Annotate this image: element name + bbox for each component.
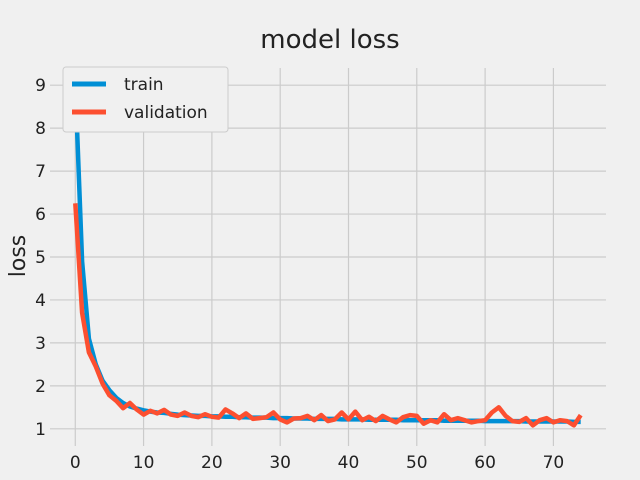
legend: train validation xyxy=(62,66,229,133)
x-tick-labels: 0 10 20 30 40 50 60 70 xyxy=(70,453,564,473)
y-axis-label: loss xyxy=(6,235,31,278)
x-tick-label: 20 xyxy=(201,453,223,473)
chart-title: model loss xyxy=(260,25,399,55)
x-axis-label: epoch xyxy=(310,478,377,480)
x-tick-label: 50 xyxy=(406,453,428,473)
x-tick-label: 70 xyxy=(543,453,565,473)
y-tick-label: 7 xyxy=(35,162,46,182)
y-tick-label: 1 xyxy=(35,420,46,440)
x-tick-label: 10 xyxy=(133,453,155,473)
legend-label-train: train xyxy=(124,75,164,95)
series-line-validation xyxy=(73,203,583,428)
y-tick-labels: 1 2 3 4 5 6 7 8 9 xyxy=(35,76,46,440)
y-tick-label: 4 xyxy=(35,291,46,311)
y-tick-label: 5 xyxy=(35,248,46,268)
x-tick-label: 60 xyxy=(474,453,496,473)
y-tick-label: 6 xyxy=(35,205,46,225)
x-tick-label: 30 xyxy=(269,453,291,473)
y-tick-label: 2 xyxy=(35,377,46,397)
x-tick-label: 0 xyxy=(70,453,81,473)
x-tick-label: 40 xyxy=(338,453,360,473)
series-lines xyxy=(73,82,583,428)
legend-label-validation: validation xyxy=(124,103,208,123)
y-tick-label: 9 xyxy=(35,76,46,96)
y-tick-label: 8 xyxy=(35,119,46,139)
y-tick-label: 3 xyxy=(35,334,46,354)
